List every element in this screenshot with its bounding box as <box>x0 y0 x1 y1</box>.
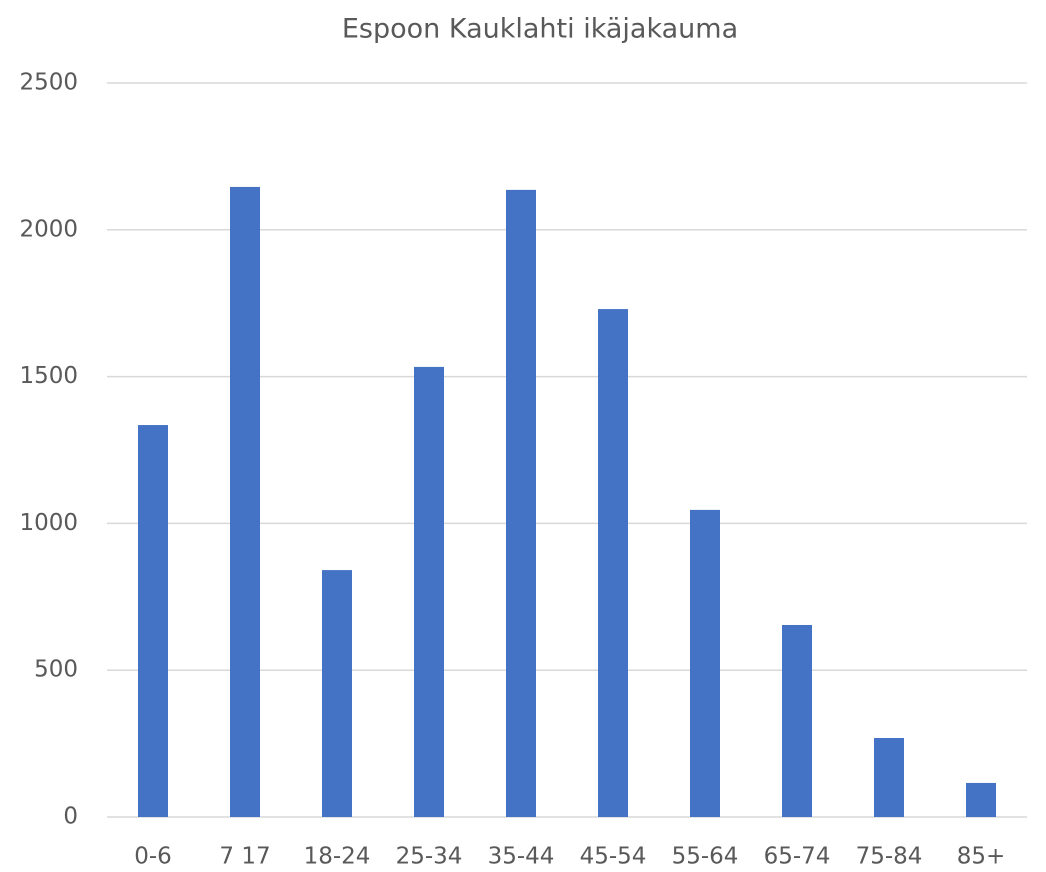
bar <box>874 738 904 817</box>
x-tick-label: 7 17 <box>219 844 270 870</box>
y-tick-label: 1000 <box>19 510 78 536</box>
x-tick-label: 55-64 <box>672 844 739 870</box>
y-tick-label: 500 <box>34 657 78 683</box>
bar <box>230 186 260 818</box>
x-tick-label: 35-44 <box>488 844 555 870</box>
bar <box>322 570 352 817</box>
y-tick-label: 0 <box>63 804 78 830</box>
bar <box>414 366 444 817</box>
y-tick-label: 1500 <box>19 363 78 389</box>
x-tick-label: 45-54 <box>580 844 647 870</box>
bar <box>138 425 168 817</box>
bar <box>782 624 812 817</box>
y-tick-label: 2500 <box>19 70 78 96</box>
bar <box>598 309 628 817</box>
bar <box>690 509 720 817</box>
y-tick-label: 2000 <box>19 216 78 242</box>
x-tick-label: 18-24 <box>304 844 371 870</box>
x-tick-label: 85+ <box>957 844 1006 870</box>
x-tick-label: 0-6 <box>134 844 172 870</box>
bar <box>966 782 996 817</box>
x-tick-label: 65-74 <box>764 844 831 870</box>
chart-title: Espoon Kauklahti ikäjakauma <box>342 14 738 45</box>
x-tick-label: 25-34 <box>396 844 463 870</box>
x-tick-label: 75-84 <box>856 844 923 870</box>
bar <box>506 189 536 817</box>
